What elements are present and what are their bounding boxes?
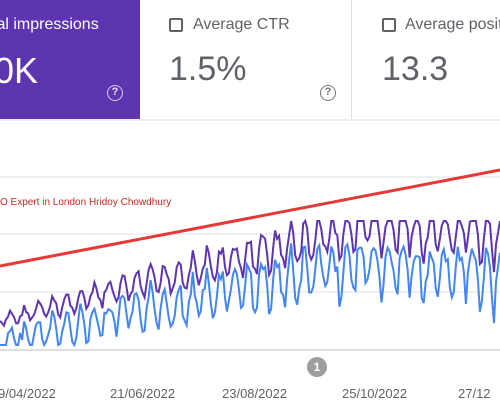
chart-annotation: O Expert in London Hridoy Chowdhury (0, 197, 171, 208)
cards-divider (0, 119, 500, 121)
x-tick-label: 21/06/2022 (110, 386, 175, 400)
x-tick-label: 9/04/2022 (0, 386, 56, 400)
event-marker-circle[interactable] (307, 357, 327, 377)
series-line-impressions (0, 218, 500, 328)
average-position-label: Average positi (405, 16, 500, 33)
x-tick-label: 27/12 (458, 386, 491, 400)
event-marker-label: 1 (314, 360, 321, 374)
x-axis-ticks: 9/04/2022 21/06/2022 23/08/2022 25/10/2022 2… (0, 386, 491, 400)
x-tick-label: 23/08/2022 (222, 386, 287, 400)
total-impressions-value: 0K (0, 50, 39, 91)
total-impressions-label: tal impressions (0, 16, 99, 33)
average-ctr-label: Average CTR (193, 16, 290, 33)
average-position-card[interactable]: Average positi 13.3 (353, 0, 500, 119)
help-icon[interactable]: ? (320, 85, 336, 101)
average-position-value: 13.3 (382, 50, 449, 88)
chart-gridlines (0, 176, 500, 293)
average-ctr-value: 1.5% (169, 50, 247, 88)
help-icon[interactable]: ? (107, 85, 123, 101)
average-ctr-checkbox[interactable] (169, 18, 183, 32)
series-line-clicks (0, 241, 500, 348)
average-position-checkbox[interactable] (382, 18, 396, 32)
average-ctr-card[interactable]: Average CTR 1.5% ? (141, 0, 352, 119)
event-marker[interactable]: 1 (307, 357, 327, 377)
total-impressions-card[interactable]: tal impressions 0K ? (0, 0, 140, 119)
performance-chart: O Expert in London Hridoy Chowdhury 1 9/… (0, 168, 500, 400)
x-tick-label: 25/10/2022 (342, 386, 407, 400)
trend-line (0, 168, 500, 268)
